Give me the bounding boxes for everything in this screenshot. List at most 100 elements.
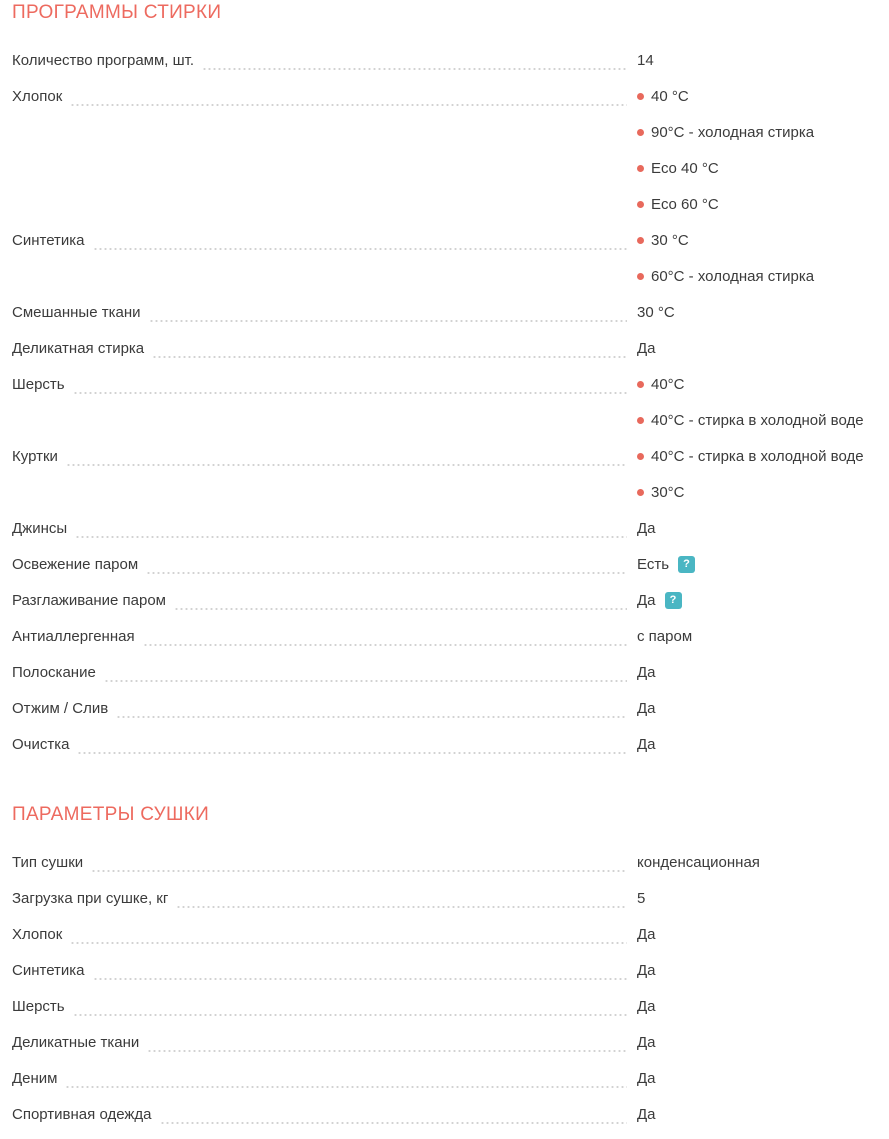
- spec-value: Да: [637, 997, 656, 1015]
- spec-row: Очистка Да: [12, 726, 877, 762]
- spec-value-line: 60°C - холодная стирка: [637, 258, 877, 294]
- spec-value-line: Да: [637, 654, 877, 690]
- spec-row: Отжим / Слив Да: [12, 690, 877, 726]
- spec-label: Тип сушки: [12, 853, 84, 871]
- bullet-icon: [637, 452, 644, 460]
- spec-value: Да: [637, 1069, 656, 1087]
- spec-row: Смешанные ткани 30 °C: [12, 294, 877, 330]
- spec-row: Джинсы Да: [12, 510, 877, 546]
- leader-line: [146, 572, 627, 574]
- leader-line: [159, 1122, 627, 1124]
- leader-line: [70, 104, 627, 106]
- spec-values: 40 °C 90°C - холодная стирка Eco 40 °C E…: [637, 78, 877, 222]
- spec-values: 40°C - стирка в холодной воде 30°C: [637, 438, 877, 510]
- spec-values: Да ?: [637, 582, 877, 618]
- spec-row: Полоскание Да: [12, 654, 877, 690]
- spec-value: Есть: [637, 555, 670, 573]
- spec-value: Да: [637, 339, 656, 357]
- leader-line: [202, 68, 627, 70]
- spec-label-cell: Деликатная стирка: [12, 330, 637, 366]
- spec-label-cell: Деним: [12, 1060, 637, 1096]
- spec-label: Хлопок: [12, 87, 63, 105]
- spec-values: Да: [637, 1060, 877, 1096]
- leader-line: [72, 392, 627, 394]
- spec-label: Спортивная одежда: [12, 1105, 152, 1123]
- spec-label-cell: Деликатные ткани: [12, 1024, 637, 1060]
- leader-line: [65, 464, 627, 466]
- spec-label-cell: Количество программ, шт.: [12, 42, 637, 78]
- spec-values: 40°C 40°C - стирка в холодной воде: [637, 366, 877, 438]
- spec-values: с паром: [637, 618, 877, 654]
- leader-line: [116, 716, 627, 718]
- spec-row: Количество программ, шт. 14: [12, 42, 877, 78]
- spec-value: конденсационная: [637, 853, 760, 871]
- leader-line: [152, 356, 627, 358]
- spec-value: 14: [637, 51, 654, 69]
- leader-line: [142, 644, 627, 646]
- spec-row: Шерсть Да: [12, 988, 877, 1024]
- spec-value-line: Да ?: [637, 582, 877, 618]
- spec-value: 90°C - холодная стирка: [651, 123, 815, 141]
- spec-value: 5: [637, 889, 646, 907]
- spec-row: Хлопок 40 °C 90°C - холодная стирка Eco …: [12, 78, 877, 222]
- spec-label-cell: Разглаживание паром: [12, 582, 637, 618]
- spec-row: Спортивная одежда Да: [12, 1096, 877, 1132]
- spec-values: 5: [637, 880, 877, 916]
- spec-value: 60°C - холодная стирка: [651, 267, 815, 285]
- spec-label: Синтетика: [12, 961, 85, 979]
- spec-label: Разглаживание паром: [12, 591, 166, 609]
- help-icon[interactable]: ?: [664, 591, 682, 609]
- spec-row: Тип сушки конденсационная: [12, 844, 877, 880]
- spec-label: Очистка: [12, 735, 70, 753]
- spec-value: Да: [637, 663, 656, 681]
- spec-value: 40 °C: [651, 87, 689, 105]
- spec-value-line: Да: [637, 988, 877, 1024]
- bullet-icon: [637, 92, 644, 100]
- leader-line: [65, 1086, 627, 1088]
- spec-value-line: Да: [637, 916, 877, 952]
- spec-row: Деликатная стирка Да: [12, 330, 877, 366]
- spec-value: 30 °C: [637, 303, 675, 321]
- spec-value: 30°C: [651, 483, 685, 501]
- spec-value-line: Eco 60 °C: [637, 186, 877, 222]
- spec-value: Да: [637, 519, 656, 537]
- spec-value: Да: [637, 699, 656, 717]
- leader-line: [103, 680, 627, 682]
- spec-value-line: Да: [637, 690, 877, 726]
- spec-value: 40°C - стирка в холодной воде: [651, 411, 864, 429]
- spec-label: Освежение паром: [12, 555, 139, 573]
- spec-value-line: Да: [637, 510, 877, 546]
- bullet-icon: [637, 416, 644, 424]
- spec-value: с паром: [637, 627, 693, 645]
- spec-label-cell: Очистка: [12, 726, 637, 762]
- spec-label: Отжим / Слив: [12, 699, 109, 717]
- spec-label: Деликатная стирка: [12, 339, 145, 357]
- spec-label-cell: Полоскание: [12, 654, 637, 690]
- spec-value-line: 30 °C: [637, 222, 877, 258]
- spec-value-line: Да: [637, 1060, 877, 1096]
- spec-label-cell: Спортивная одежда: [12, 1096, 637, 1132]
- spec-values: Да: [637, 1096, 877, 1132]
- spec-label: Полоскание: [12, 663, 96, 681]
- spec-label: Джинсы: [12, 519, 68, 537]
- spec-label: Шерсть: [12, 997, 65, 1015]
- spec-value-line: Есть ?: [637, 546, 877, 582]
- spec-label-cell: Смешанные ткани: [12, 294, 637, 330]
- spec-label-cell: Отжим / Слив: [12, 690, 637, 726]
- spec-value-line: 5: [637, 880, 877, 916]
- spec-label-cell: Антиаллергенная: [12, 618, 637, 654]
- leader-line: [77, 752, 627, 754]
- leader-line: [148, 320, 627, 322]
- spec-row: Антиаллергенная с паром: [12, 618, 877, 654]
- leader-line: [70, 942, 627, 944]
- spec-value: 30 °C: [651, 231, 689, 249]
- help-icon[interactable]: ?: [678, 555, 696, 573]
- spec-value: Да: [637, 735, 656, 753]
- spec-value-line: 14: [637, 42, 877, 78]
- spec-value-line: 30°C: [637, 474, 877, 510]
- spec-label: Загрузка при сушке, кг: [12, 889, 169, 907]
- spec-value-line: 40 °C: [637, 78, 877, 114]
- spec-values: Да: [637, 916, 877, 952]
- spec-value: Да: [637, 1105, 656, 1123]
- section-rows: Количество программ, шт. 14 Хлопок 40 °C…: [12, 42, 877, 762]
